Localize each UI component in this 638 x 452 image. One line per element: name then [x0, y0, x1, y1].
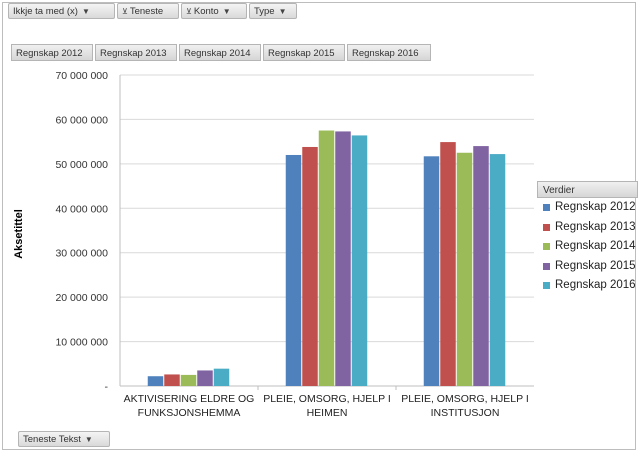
- filter-ikkje-label: Ikkje ta med (x): [13, 6, 78, 17]
- field-button-series-1[interactable]: Regnskap 2013: [95, 44, 177, 61]
- legend: Verdier Regnskap 2012 Regnskap 2013 Regnsk…: [537, 181, 638, 291]
- bar: [164, 374, 180, 386]
- field-series-label: Regnskap 2012: [16, 48, 83, 59]
- y-tick-label: 20 000 000: [55, 292, 108, 304]
- y-axis-title: Aksetittel: [13, 209, 25, 259]
- field-button-series-4[interactable]: Regnskap 2016: [347, 44, 431, 61]
- legend-swatch: [543, 282, 550, 289]
- legend-header[interactable]: Verdier: [537, 181, 638, 198]
- bar: [351, 135, 368, 386]
- filter-konto[interactable]: ⊻ Konto ▼: [181, 3, 247, 19]
- y-tick-label: 40 000 000: [55, 203, 108, 215]
- chevron-down-icon: ▼: [81, 7, 90, 16]
- legend-item: Regnskap 2012: [537, 198, 638, 218]
- chevron-down-icon: ▼: [84, 435, 93, 444]
- bar: [318, 130, 335, 386]
- bar: [335, 131, 351, 386]
- y-tick-label: 10 000 000: [55, 337, 108, 349]
- field-series-label: Regnskap 2013: [100, 48, 167, 59]
- filter-icon: ⊻: [186, 7, 192, 16]
- x-tick-label: HEIMEN: [307, 407, 348, 419]
- legend-label: Regnskap 2013: [555, 220, 636, 233]
- y-tick-label: 50 000 000: [55, 159, 108, 171]
- field-teneste-tekst-label: Teneste Tekst: [23, 434, 81, 445]
- y-tick-label: -: [105, 381, 109, 393]
- bar: [489, 154, 506, 386]
- bar: [473, 146, 489, 386]
- bar: [440, 142, 456, 386]
- x-tick-label: FUNKSJONSHEMMA: [138, 407, 241, 419]
- legend-swatch: [543, 223, 550, 231]
- field-button-series-3[interactable]: Regnskap 2015: [263, 44, 345, 61]
- filter-teneste[interactable]: ⊻ Teneste: [117, 3, 179, 19]
- field-series-label: Regnskap 2016: [352, 48, 419, 59]
- legend-label: Regnskap 2016: [555, 279, 636, 291]
- legend-label: Regnskap 2012: [555, 201, 636, 213]
- field-series-label: Regnskap 2014: [184, 48, 251, 59]
- filter-type-label: Type: [254, 6, 275, 17]
- chevron-down-icon: ▼: [222, 7, 231, 16]
- bar: [147, 376, 164, 386]
- bar: [213, 368, 230, 386]
- legend-item: Regnskap 2015: [537, 257, 638, 277]
- y-tick-label: 70 000 000: [55, 70, 108, 82]
- bar: [302, 146, 318, 386]
- filter-teneste-label: Teneste: [129, 6, 164, 17]
- y-tick-label: 30 000 000: [55, 248, 108, 260]
- field-button-teneste-tekst[interactable]: Teneste Tekst ▼: [18, 431, 110, 447]
- x-tick-label: INSTITUSJON: [431, 407, 500, 419]
- legend-swatch: [543, 243, 550, 250]
- legend-item: Regnskap 2013: [537, 218, 638, 238]
- x-tick-label: AKTIVISERING ELDRE OG: [124, 393, 255, 405]
- bar: [423, 156, 440, 386]
- legend-item: Regnskap 2014: [537, 237, 638, 257]
- field-series-label: Regnskap 2015: [268, 48, 335, 59]
- field-button-series-0[interactable]: Regnskap 2012: [11, 44, 93, 61]
- filter-icon: ⊻: [122, 7, 128, 16]
- x-tick-label: PLEIE, OMSORG, HJELP I: [263, 393, 391, 405]
- legend-swatch: [543, 204, 550, 211]
- bar: [285, 154, 302, 386]
- legend-label: Regnskap 2015: [555, 259, 636, 272]
- bar: [456, 152, 473, 386]
- y-tick-label: 60 000 000: [55, 114, 108, 126]
- bar: [197, 370, 213, 386]
- filter-ikkje-ta-med[interactable]: Ikkje ta med (x) ▼: [8, 3, 115, 19]
- legend-item: Regnskap 2016: [537, 276, 638, 296]
- filter-type[interactable]: Type ▼: [249, 3, 297, 19]
- legend-swatch: [543, 262, 550, 270]
- chevron-down-icon: ▼: [278, 7, 287, 16]
- legend-label: Regnskap 2014: [555, 240, 636, 252]
- x-tick-label: PLEIE, OMSORG, HJELP I: [401, 393, 529, 405]
- bar: [180, 374, 197, 386]
- field-button-series-2[interactable]: Regnskap 2014: [179, 44, 261, 61]
- filter-konto-label: Konto: [193, 6, 219, 17]
